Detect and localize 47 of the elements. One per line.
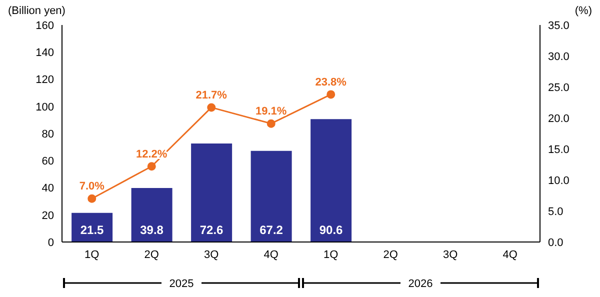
- data-label: 90.6: [319, 223, 344, 237]
- y-tick-label: 60: [42, 156, 54, 168]
- y-tick-label: 120: [36, 74, 54, 86]
- y-tick-label: 160: [36, 20, 54, 32]
- x-tick-label: 3Q: [443, 248, 458, 261]
- y2-tick-label: 30.0: [548, 50, 570, 63]
- text: 2026: [408, 278, 433, 290]
- y2-tick-label: 5.0: [548, 206, 564, 218]
- y-tick-label: 80: [42, 128, 54, 140]
- y2-axis-title: (%): [574, 5, 592, 17]
- y-tick-label: 40: [42, 182, 54, 195]
- data-label: 72.6: [200, 223, 224, 237]
- y2-tick-label: 10.0: [548, 174, 570, 187]
- x-tick-label: 1Q: [84, 248, 100, 261]
- x-tick-label: 1Q: [324, 248, 339, 261]
- bar: [191, 144, 232, 242]
- bar: [310, 119, 352, 242]
- data-label: 19.1%: [256, 106, 287, 118]
- x-tick-label: 2Q: [383, 248, 398, 261]
- y2-tick-label: 15.0: [548, 144, 570, 156]
- y-axis-title: (Billion yen): [8, 5, 66, 17]
- text: 2025: [169, 278, 194, 290]
- y2-tick-label: 0.0: [548, 236, 564, 249]
- bar: [131, 188, 172, 242]
- data-label: 21.7%: [196, 89, 228, 102]
- data-label: 21.5: [80, 223, 104, 237]
- data-label: 7.0%: [79, 180, 105, 193]
- point: [88, 194, 96, 203]
- point: [207, 103, 216, 112]
- point: [326, 90, 336, 99]
- data-label: 39.8: [140, 223, 164, 237]
- point: [147, 162, 156, 171]
- y2-tick-label: 20.0: [548, 112, 570, 125]
- data-label: 23.8%: [315, 76, 347, 88]
- y-tick-label: 20: [42, 210, 54, 222]
- bar: [250, 150, 292, 242]
- x-tick-label: 4Q: [502, 248, 518, 261]
- x-tick-label: 2Q: [144, 248, 160, 261]
- y-tick-label: 100: [36, 101, 54, 114]
- x-tick-label: 4Q: [264, 248, 279, 261]
- y2-tick-label: 25.0: [548, 82, 570, 94]
- x-tick-label: 3Q: [204, 248, 220, 261]
- y2-tick-label: 35.0: [548, 20, 570, 32]
- data-label: 67.2: [260, 223, 284, 237]
- y-tick-label: 0: [48, 236, 54, 249]
- y-tick-label: 140: [36, 47, 54, 60]
- point: [266, 119, 276, 128]
